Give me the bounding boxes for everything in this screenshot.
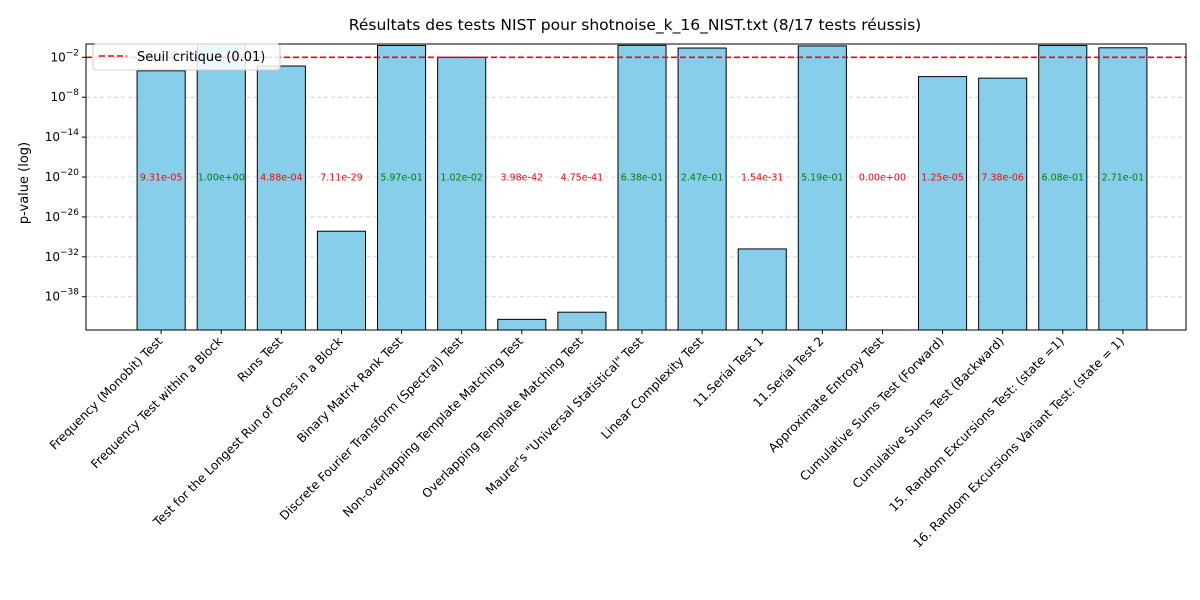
- bar-16: [1038, 44, 1088, 331]
- bar-8: [557, 311, 607, 331]
- bar-4: [316, 230, 367, 331]
- x-tick-label: Frequency (Monobit) Test: [47, 334, 165, 452]
- bar-value-label: 0.00e+00: [859, 173, 906, 184]
- y-axis-label: p-value (log): [17, 142, 32, 224]
- bar-value-label: 2.71e-01: [1102, 173, 1145, 184]
- bar-17: [1098, 47, 1148, 331]
- bar-3: [256, 65, 306, 331]
- bar-7: [497, 318, 547, 331]
- bar-value-label: 1.25e-05: [921, 173, 964, 184]
- value-labels-layer: 9.31e-05 1.00e+00 4.88e-04 7.11e-29 5.97e-01…: [140, 173, 1144, 184]
- y-ticks-layer: 10−2 10−8 10−14 10−20 10−26 10−32 10−38: [45, 48, 86, 304]
- bar-value-label: 2.47e-01: [681, 173, 724, 184]
- x-tick-label: Runs Test: [235, 334, 286, 385]
- bar-6: [437, 56, 487, 331]
- y-tick-label: 10−8: [50, 88, 79, 104]
- y-tick-label: 10−2: [50, 48, 79, 64]
- bar-value-label: 4.88e-04: [260, 173, 303, 184]
- bar-5: [377, 44, 427, 331]
- legend-box: [92, 43, 281, 71]
- plot-frame: [85, 43, 1187, 331]
- bar-value-label: 6.38e-01: [621, 173, 664, 184]
- y-tick-label: 10−20: [45, 168, 80, 184]
- bar-value-label: 6.08e-01: [1042, 173, 1085, 184]
- bar-10: [677, 47, 727, 331]
- x-tick-label: Linear Complexity Test: [598, 334, 706, 442]
- legend-threshold-label: Seuil critique (0.01): [137, 50, 265, 65]
- bar-value-label: 1.54e-31: [741, 173, 784, 184]
- bar-14: [918, 76, 968, 331]
- bar-11: [737, 248, 787, 331]
- bar-value-label: 7.38e-06: [981, 173, 1024, 184]
- bar-2: [196, 43, 246, 331]
- x-tick-label: 16. Random Excursions Variant Test: (sta…: [911, 334, 1127, 550]
- y-tick-label: 10−26: [45, 208, 80, 224]
- bar-value-label: 4.75e-41: [561, 173, 604, 184]
- bar-value-label: 1.00e+00: [198, 173, 245, 184]
- bar-12: [797, 45, 847, 331]
- y-tick-label: 10−14: [45, 128, 80, 144]
- bar-value-label: 7.11e-29: [320, 173, 363, 184]
- y-tick-label: 10−32: [45, 248, 79, 264]
- bar-9: [617, 44, 667, 331]
- legend: Seuil critique (0.01): [92, 43, 281, 71]
- y-tick-label: 10−38: [45, 288, 80, 304]
- x-tick-label: Binary Matrix Rank Test: [294, 334, 406, 446]
- bars-layer: [136, 43, 1148, 331]
- bar-value-label: 9.31e-05: [140, 173, 183, 184]
- bar-value-label: 5.19e-01: [801, 173, 844, 184]
- chart-title: Résultats des tests NIST pour shotnoise_…: [349, 16, 921, 35]
- bar-15: [978, 77, 1028, 331]
- x-tick-label: Frequency Test within a Block: [88, 334, 226, 472]
- bar-value-label: 1.02e-02: [440, 173, 483, 184]
- x-tick-label: Approximate Entropy Test: [766, 334, 887, 455]
- bar-value-label: 5.97e-01: [380, 173, 423, 184]
- bar-value-label: 3.98e-42: [501, 173, 544, 184]
- bar-1: [136, 70, 186, 331]
